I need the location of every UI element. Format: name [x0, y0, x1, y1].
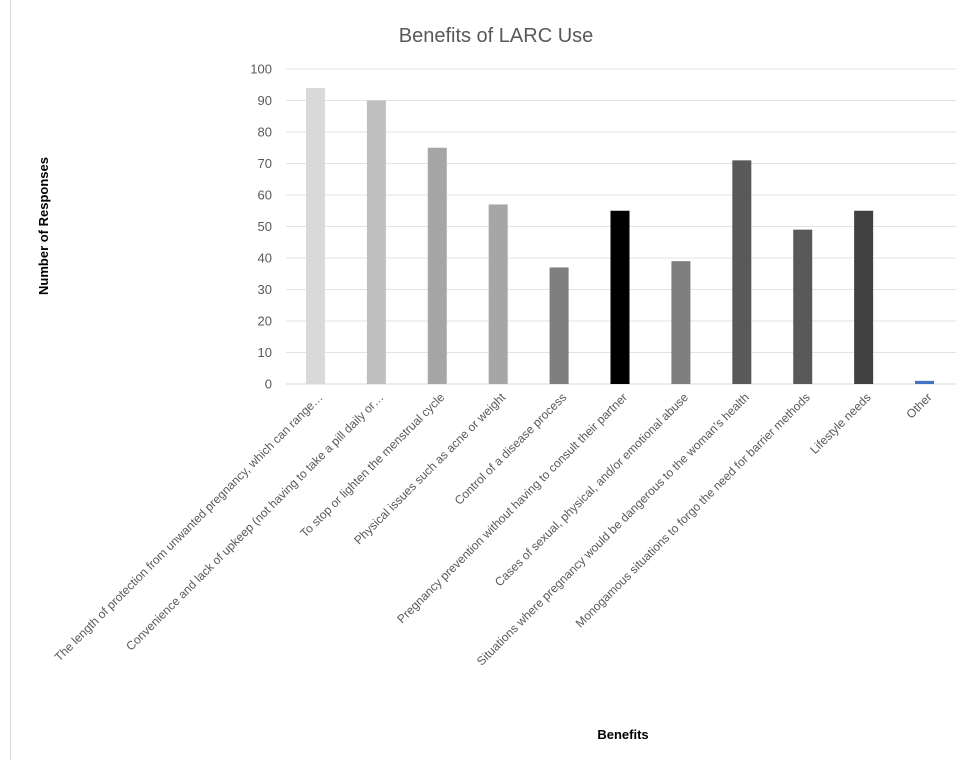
bars [305, 87, 935, 385]
x-axis-title: Benefits [597, 727, 648, 742]
x-tick-label: Control of a disease process [452, 390, 569, 507]
y-tick-label: 0 [265, 377, 272, 392]
x-tick-label: Convenience and lack of upkeep (not havi… [123, 390, 386, 653]
chart-title: Benefits of LARC Use [399, 25, 594, 47]
bar [427, 147, 447, 384]
x-tick-label: The length of protection from unwanted p… [52, 390, 326, 664]
x-tick-label: Pregnancy prevention without having to c… [394, 390, 630, 626]
bar [549, 267, 569, 384]
x-tick-label: Situations where pregnancy would be dang… [474, 390, 752, 668]
y-tick-label: 60 [258, 188, 272, 203]
bar [610, 210, 630, 384]
bar [854, 210, 874, 384]
x-tick-label: Lifestyle needs [807, 390, 874, 457]
y-tick-label: 40 [258, 251, 272, 266]
bar [793, 229, 813, 384]
y-tick-label: 30 [258, 282, 272, 297]
y-axis-title: Number of Responses [36, 157, 51, 295]
gridlines [286, 68, 956, 385]
y-tick-label: 70 [258, 156, 272, 171]
x-axis-tick-labels: The length of protection from unwanted p… [52, 390, 935, 669]
y-tick-label: 50 [258, 219, 272, 234]
x-tick-label: Other [904, 390, 935, 421]
y-tick-label: 10 [258, 345, 272, 360]
bar [488, 204, 508, 384]
bar [366, 100, 386, 384]
y-tick-label: 80 [258, 125, 272, 140]
chart-frame [10, 0, 965, 760]
y-tick-label: 100 [250, 62, 272, 77]
bar [732, 160, 752, 384]
y-axis-ticks: 0 10 20 30 40 50 60 70 80 90 100 [250, 62, 272, 392]
bar [671, 261, 691, 384]
y-tick-label: 90 [258, 93, 272, 108]
bar [915, 380, 935, 384]
x-tick-label: Monogamous situations to forgo the need … [573, 390, 813, 630]
bar [305, 87, 325, 385]
y-tick-label: 20 [258, 314, 272, 329]
